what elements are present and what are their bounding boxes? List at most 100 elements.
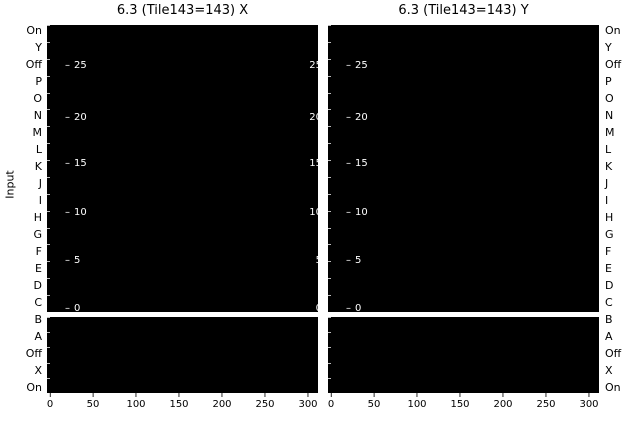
x-tick-mark-icon [416, 393, 418, 397]
category-label-right-2: Off [605, 58, 622, 71]
category-label-right-12: G [605, 228, 614, 241]
spine-tick-axes-left-bottom-0 [47, 317, 50, 318]
x-tick-right-6: 300 [579, 393, 599, 410]
category-label-right-10: I [605, 194, 609, 207]
y-tick-label-axes-right-top-l0: –25 [346, 61, 368, 71]
y-tick-label-axes-left-top-l3: –10 [65, 208, 87, 218]
y-tick-label-axes-left-top-r3: 10 [309, 207, 318, 218]
x-tick-label: 200 [493, 399, 513, 410]
category-label-left-0: On [26, 24, 42, 37]
x-tick-left-1: 50 [87, 393, 99, 410]
x-tick-right-2: 100 [407, 393, 427, 410]
category-label-left-11: H [33, 211, 42, 224]
tick-dash-icon: – [65, 255, 70, 266]
spine-tick-axes-right-bottom-3 [328, 363, 331, 364]
y-tick-label-axes-left-top-l0: –25 [65, 61, 87, 71]
spine-tick-axes-right-top-13 [328, 244, 331, 245]
y-tick-value: 0 [355, 303, 362, 313]
y-tick-label-axes-right-top-l3: –10 [346, 208, 368, 218]
y-tick-label-axes-left-top-l1: –20 [65, 113, 87, 123]
x-tick-label: 300 [298, 399, 318, 410]
x-tick-right-4: 200 [493, 393, 513, 410]
y-tick-value: 25 [74, 60, 87, 71]
category-label-right-6: M [605, 126, 615, 139]
spine-tick-axes-right-top-0 [328, 25, 331, 26]
x-tick-label: 0 [46, 399, 54, 410]
plot-area-left-bottom[interactable] [47, 317, 318, 393]
plot-area-left-top[interactable]: –2525–2020–1515–1010–55–00 [47, 25, 318, 312]
spine-tick-axes-left-top-5 [47, 109, 50, 110]
spine-tick-axes-left-top-10 [47, 194, 50, 195]
x-tick-label: 150 [169, 399, 189, 410]
x-tick-mark-icon [135, 393, 137, 397]
category-label-left-3: P [35, 75, 42, 88]
y-tick-label-axes-right-top-l1: –20 [346, 113, 368, 123]
spine-tick-axes-right-top-3 [328, 76, 331, 77]
spine-tick-axes-left-top-15 [47, 278, 50, 279]
category-label-right-13: F [605, 245, 612, 258]
category-label-left-7: L [35, 143, 42, 156]
x-tick-left-4: 200 [212, 393, 232, 410]
category-label-left-17: B [34, 313, 42, 326]
category-label-left-14: E [35, 262, 42, 275]
category-labels-left: On Y Off P O N M L K J I H G F E D C B A Off X On [7, 25, 45, 393]
spine-tick-axes-right-bottom-2 [328, 347, 331, 348]
y-tick-label-axes-left-top-r4: 5 [316, 256, 318, 266]
y-tick-label-axes-left-top-l2: –15 [65, 159, 87, 169]
spine-tick-axes-left-top-2 [47, 59, 50, 60]
y-tick-value: 10 [74, 207, 87, 218]
tick-dash-icon: – [346, 303, 351, 313]
category-label-left-21: On [26, 381, 42, 394]
category-label-right-5: N [605, 109, 614, 122]
y-tick-label-axes-right-top-l4: –5 [346, 256, 361, 266]
spine-tick-axes-left-top-6 [47, 126, 50, 127]
x-axis-right: 0 50 100 150 200 250 300 [328, 393, 599, 423]
y-tick-label-axes-right-top-l2: –15 [346, 159, 368, 169]
plot-area-right-top[interactable]: –25–20–15–10–5–0 [328, 25, 599, 312]
x-tick-left-6: 300 [298, 393, 318, 410]
spine-tick-axes-left-bottom-1 [47, 332, 50, 333]
plot-area-right-bottom[interactable] [328, 317, 599, 393]
spine-tick-axes-right-top-10 [328, 194, 331, 195]
spine-tick-axes-right-top-14 [328, 261, 331, 262]
category-label-left-9: J [38, 177, 42, 190]
category-label-right-11: H [605, 211, 614, 224]
x-tick-mark-icon [49, 393, 51, 397]
spine-tick-axes-left-top-3 [47, 76, 50, 77]
spine-tick-axes-right-top-6 [328, 126, 331, 127]
y-tick-label-axes-left-top-r5: 0 [316, 304, 318, 313]
spine-tick-axes-right-top-9 [328, 177, 331, 178]
x-tick-label: 300 [579, 399, 599, 410]
panel-title-right: 6.3 (Tile143=143) Y [398, 3, 529, 18]
category-label-right-1: Y [605, 41, 612, 54]
panel-title-left: 6.3 (Tile143=143) X [116, 3, 249, 18]
tick-dash-icon: – [346, 158, 351, 169]
y-tick-value: 25 [355, 60, 368, 71]
spine-tick-axes-right-bottom-0 [328, 317, 331, 318]
x-tick-mark-icon [264, 393, 266, 397]
category-label-left-10: I [38, 194, 42, 207]
category-label-left-5: N [33, 109, 42, 122]
x-tick-mark-icon [92, 393, 94, 397]
spine-tick-axes-left-bottom-4 [47, 378, 50, 379]
category-label-right-8: K [605, 160, 613, 173]
x-tick-mark-icon [178, 393, 180, 397]
tick-dash-icon: – [65, 158, 70, 169]
tick-dash-icon: – [65, 303, 70, 313]
spine-tick-axes-right-bottom-1 [328, 332, 331, 333]
y-tick-value: 20 [74, 112, 87, 123]
spine-tick-axes-left-top-13 [47, 244, 50, 245]
category-label-left-2: Off [25, 58, 42, 71]
category-label-left-19: Off [25, 347, 42, 360]
category-label-left-12: G [33, 228, 42, 241]
y-tick-value: 10 [355, 207, 368, 218]
x-tick-label: 150 [450, 399, 470, 410]
x-tick-mark-icon [307, 393, 309, 397]
y-tick-label-axes-left-top-r2: 15 [309, 158, 318, 169]
category-label-left-13: F [35, 245, 42, 258]
category-label-right-20: X [605, 364, 613, 377]
category-label-left-15: D [33, 279, 42, 292]
tick-dash-icon: – [346, 207, 351, 218]
spine-tick-axes-right-bottom-4 [328, 378, 331, 379]
